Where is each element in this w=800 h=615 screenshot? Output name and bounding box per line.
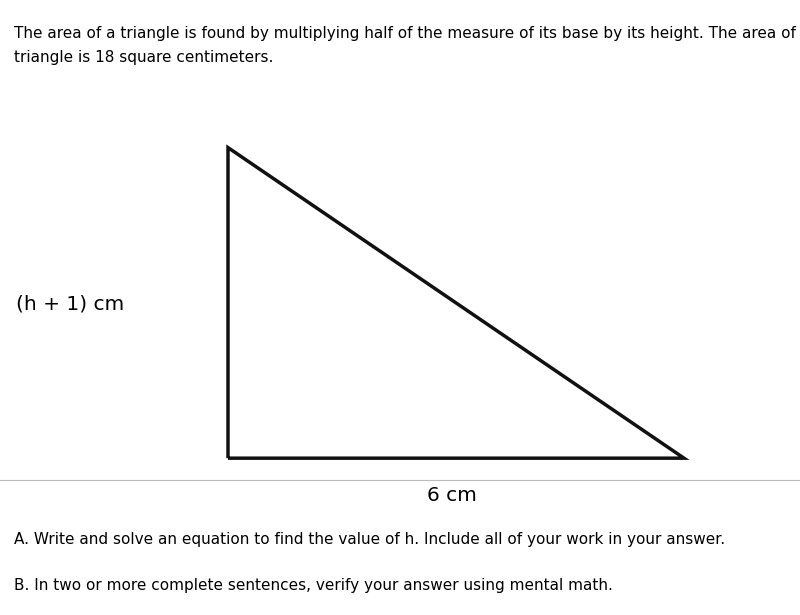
Text: 6 cm: 6 cm <box>427 486 477 504</box>
Text: (h + 1) cm: (h + 1) cm <box>16 295 124 314</box>
Text: The area of a triangle is found by multiplying half of the measure of its base b: The area of a triangle is found by multi… <box>14 26 800 41</box>
Text: A. Write and solve an equation to find the value of h. Include all of your work : A. Write and solve an equation to find t… <box>14 532 726 547</box>
Text: B. In two or more complete sentences, verify your answer using mental math.: B. In two or more complete sentences, ve… <box>14 578 614 593</box>
Text: triangle is 18 square centimeters.: triangle is 18 square centimeters. <box>14 50 274 65</box>
